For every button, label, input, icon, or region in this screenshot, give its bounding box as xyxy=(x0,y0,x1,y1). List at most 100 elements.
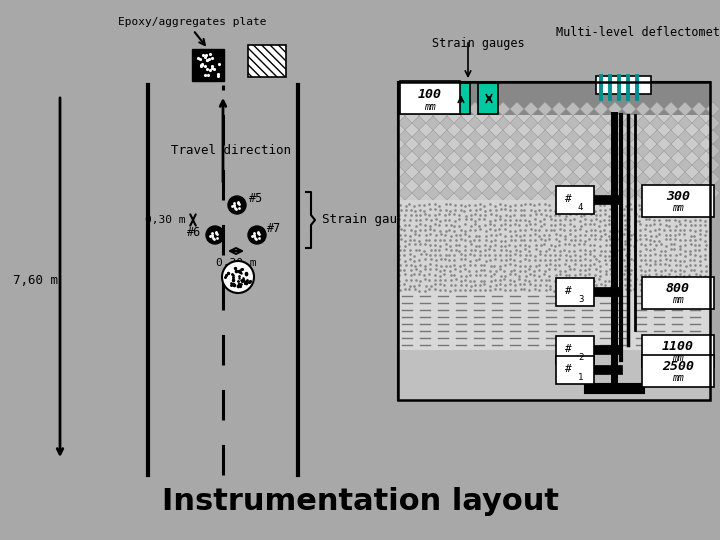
Bar xyxy=(398,292,710,350)
Text: Epoxy/aggregates plate: Epoxy/aggregates plate xyxy=(118,17,266,27)
Text: 7,60 m: 7,60 m xyxy=(13,273,58,287)
Text: #: # xyxy=(565,344,572,354)
Polygon shape xyxy=(580,172,594,186)
Polygon shape xyxy=(426,102,440,116)
Polygon shape xyxy=(636,158,650,172)
Text: 0,30 m: 0,30 m xyxy=(145,215,185,225)
Polygon shape xyxy=(398,172,412,186)
Polygon shape xyxy=(496,102,510,116)
Polygon shape xyxy=(468,186,482,200)
Polygon shape xyxy=(580,186,594,200)
Polygon shape xyxy=(426,186,440,200)
Circle shape xyxy=(206,226,224,244)
Polygon shape xyxy=(594,144,608,158)
Polygon shape xyxy=(692,102,706,116)
Text: 4: 4 xyxy=(578,202,583,212)
Polygon shape xyxy=(608,130,622,144)
Polygon shape xyxy=(692,186,706,200)
Polygon shape xyxy=(650,158,664,172)
Text: Strain gauges: Strain gauges xyxy=(432,37,524,51)
Polygon shape xyxy=(426,130,440,144)
Text: #5: #5 xyxy=(249,192,264,205)
Polygon shape xyxy=(622,130,636,144)
Text: mm: mm xyxy=(672,353,684,363)
Polygon shape xyxy=(426,116,440,130)
Text: 3: 3 xyxy=(578,294,583,303)
Text: 1: 1 xyxy=(578,373,583,381)
Polygon shape xyxy=(636,186,650,200)
Polygon shape xyxy=(454,158,468,172)
Polygon shape xyxy=(594,130,608,144)
Text: #: # xyxy=(565,194,572,204)
Polygon shape xyxy=(440,172,454,186)
Polygon shape xyxy=(412,116,426,130)
Polygon shape xyxy=(524,158,538,172)
Polygon shape xyxy=(664,102,678,116)
Bar xyxy=(642,185,714,217)
Polygon shape xyxy=(692,172,706,186)
Polygon shape xyxy=(538,158,552,172)
Bar xyxy=(556,356,594,384)
Polygon shape xyxy=(636,144,650,158)
Polygon shape xyxy=(622,144,636,158)
Polygon shape xyxy=(482,116,496,130)
Circle shape xyxy=(248,226,266,244)
Polygon shape xyxy=(482,158,496,172)
Text: Multi-level deflectometre: Multi-level deflectometre xyxy=(556,25,720,38)
Text: 100: 100 xyxy=(418,87,442,100)
Polygon shape xyxy=(608,172,622,186)
Polygon shape xyxy=(706,102,720,116)
Text: 2: 2 xyxy=(578,353,583,361)
Polygon shape xyxy=(538,130,552,144)
Polygon shape xyxy=(650,116,664,130)
Polygon shape xyxy=(566,186,580,200)
Polygon shape xyxy=(538,186,552,200)
Polygon shape xyxy=(552,144,566,158)
Polygon shape xyxy=(706,158,720,172)
Polygon shape xyxy=(650,130,664,144)
Bar xyxy=(478,83,498,114)
Polygon shape xyxy=(636,172,650,186)
Polygon shape xyxy=(454,172,468,186)
Polygon shape xyxy=(692,144,706,158)
Bar xyxy=(398,115,710,200)
Polygon shape xyxy=(510,186,524,200)
Polygon shape xyxy=(412,186,426,200)
Polygon shape xyxy=(678,130,692,144)
Polygon shape xyxy=(454,102,468,116)
Polygon shape xyxy=(510,102,524,116)
Polygon shape xyxy=(580,144,594,158)
Polygon shape xyxy=(398,102,412,116)
Polygon shape xyxy=(468,144,482,158)
Polygon shape xyxy=(468,102,482,116)
Polygon shape xyxy=(398,186,412,200)
Polygon shape xyxy=(398,144,412,158)
Polygon shape xyxy=(524,130,538,144)
Polygon shape xyxy=(552,172,566,186)
Polygon shape xyxy=(496,130,510,144)
Polygon shape xyxy=(608,102,622,116)
Polygon shape xyxy=(580,102,594,116)
Bar xyxy=(398,200,710,292)
Text: 0,30 m: 0,30 m xyxy=(216,258,256,268)
Polygon shape xyxy=(524,172,538,186)
Polygon shape xyxy=(622,172,636,186)
Polygon shape xyxy=(454,116,468,130)
Polygon shape xyxy=(510,130,524,144)
Polygon shape xyxy=(566,116,580,130)
Polygon shape xyxy=(440,102,454,116)
Bar xyxy=(642,335,714,367)
Polygon shape xyxy=(706,116,720,130)
Polygon shape xyxy=(482,172,496,186)
Polygon shape xyxy=(496,158,510,172)
Polygon shape xyxy=(678,158,692,172)
Bar xyxy=(192,49,224,81)
Polygon shape xyxy=(482,144,496,158)
Bar xyxy=(398,82,710,400)
Text: mm: mm xyxy=(672,373,684,383)
Bar xyxy=(398,82,710,400)
Polygon shape xyxy=(608,116,622,130)
Text: 300: 300 xyxy=(666,190,690,202)
Polygon shape xyxy=(426,172,440,186)
Polygon shape xyxy=(678,172,692,186)
